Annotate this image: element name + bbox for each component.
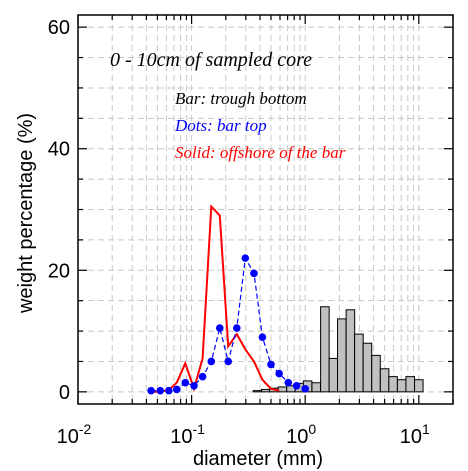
blue-point xyxy=(172,385,181,394)
blue-point xyxy=(292,381,301,390)
bar xyxy=(354,333,364,393)
bar xyxy=(396,379,407,393)
bar xyxy=(345,309,356,393)
blue-point xyxy=(181,378,190,387)
bar xyxy=(252,390,263,393)
bar xyxy=(337,318,347,393)
annotation-bar: Bar: trough bottom xyxy=(175,89,307,108)
bar xyxy=(261,388,271,393)
annotation-title: 0 - 10cm of sampled core xyxy=(110,49,312,71)
bar xyxy=(311,382,321,393)
y-tick-label: 20 xyxy=(48,260,70,282)
axis-ticks xyxy=(77,15,454,404)
blue-point xyxy=(165,386,173,395)
red-line xyxy=(151,204,280,393)
bar xyxy=(405,376,415,393)
x-axis-label: diameter (mm) xyxy=(193,448,323,470)
bar xyxy=(379,368,390,393)
blue-point xyxy=(198,372,207,381)
blue-point xyxy=(284,378,293,387)
bar xyxy=(328,357,339,393)
blue-point xyxy=(147,386,155,395)
blue-point xyxy=(224,357,233,366)
blue-series xyxy=(147,254,310,395)
blue-point xyxy=(190,381,198,390)
bar xyxy=(388,376,398,393)
y-axis-label: weight percentage (%) xyxy=(15,113,37,314)
y-tick-label: 40 xyxy=(48,139,70,161)
y-tick-label: 0 xyxy=(59,382,70,404)
bar xyxy=(277,386,288,393)
blue-point xyxy=(258,333,267,341)
x-tick-label: 10-1 xyxy=(170,421,205,448)
blue-point xyxy=(250,269,258,278)
bar-series xyxy=(252,306,424,393)
x-tick-label: 101 xyxy=(400,421,430,448)
bar xyxy=(362,342,373,393)
bar xyxy=(414,379,424,393)
x-tick-label: 100 xyxy=(286,421,316,448)
blue-point xyxy=(241,254,250,262)
blue-point xyxy=(267,360,275,369)
bar xyxy=(320,306,330,393)
blue-point xyxy=(301,385,310,393)
blue-point xyxy=(215,324,224,332)
blue-point xyxy=(207,357,216,366)
blue-point xyxy=(233,324,241,332)
red-series xyxy=(151,204,280,393)
x-tick-label: 10-2 xyxy=(57,421,92,448)
blue-point xyxy=(275,369,283,378)
bar xyxy=(371,354,381,393)
tick-labels: 0 20 40 60 10-2 100 101 10-1 xyxy=(48,17,430,448)
blue-point xyxy=(156,386,165,395)
annotation-dots: Dots: bar top xyxy=(174,116,267,135)
annotation-solid: Solid: offshore of the bar xyxy=(175,143,346,162)
y-tick-label: 60 xyxy=(48,17,70,39)
